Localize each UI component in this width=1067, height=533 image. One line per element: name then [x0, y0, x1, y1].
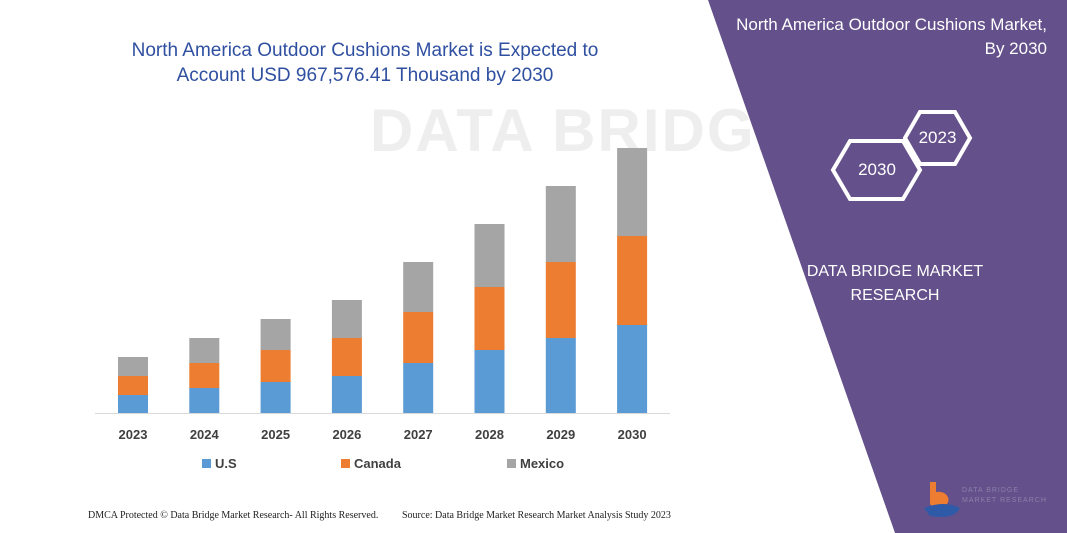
- legend-swatch: [507, 459, 516, 468]
- bar-canada-2026: [331, 338, 362, 376]
- bar-us-2026: [331, 376, 362, 413]
- footer-source: Source: Data Bridge Market Research Mark…: [402, 510, 671, 521]
- bar-canada-2029: [545, 262, 576, 338]
- brand-name: DATA BRIDGE MARKET RESEARCH: [806, 263, 984, 304]
- x-tick-label: 2029: [546, 427, 575, 442]
- footer-copyright: DMCA Protected © Data Bridge Market Rese…: [88, 510, 379, 521]
- bar-canada-2024: [189, 363, 220, 388]
- hex-label-2030: 2030: [858, 160, 896, 179]
- bar-us-2025: [260, 382, 291, 413]
- legend-label: U.S: [215, 456, 237, 471]
- logo-icon: [924, 482, 960, 517]
- bar-canada-2028: [474, 287, 505, 350]
- bar-us-2030: [617, 325, 648, 413]
- bar-mexico-2030: [617, 148, 648, 236]
- panel-title: North America Outdoor Cushions Market, B…: [736, 15, 1047, 58]
- bar-us-2023: [118, 395, 148, 413]
- bar-us-2024: [189, 388, 220, 413]
- legend-swatch: [341, 459, 350, 468]
- bar-canada-2027: [403, 312, 434, 363]
- hex-label-2023: 2023: [918, 128, 957, 147]
- chart: 2023 2024 2025 2026 2027 2028 2029 2030 U.S Canad…: [95, 148, 670, 471]
- x-tick-label: 2024: [190, 427, 220, 442]
- bar-canada-2030: [617, 236, 648, 325]
- x-tick-label: 2027: [404, 427, 433, 442]
- x-tick-label: 2026: [332, 427, 361, 442]
- bar-mexico-2025: [260, 319, 291, 350]
- chart-title: North America Outdoor Cushions Market is…: [131, 40, 599, 86]
- logo-text: DATA BRIDGE MARKET RESEARCH: [962, 487, 1047, 504]
- hex-front: [830, 139, 923, 201]
- bar-us-2028: [474, 350, 505, 413]
- bar-mexico-2023: [118, 357, 148, 376]
- legend-label: Mexico: [520, 456, 564, 471]
- bar-mexico-2024: [189, 338, 220, 363]
- bar-canada-2023: [118, 376, 148, 395]
- watermark: DATA BRIDGE: [370, 97, 798, 164]
- bar-us-2029: [545, 338, 576, 413]
- bar-mexico-2028: [474, 224, 505, 287]
- bar-us-2027: [403, 363, 434, 413]
- x-tick-label: 2023: [119, 427, 148, 442]
- bar-mexico-2026: [331, 300, 362, 338]
- bar-mexico-2027: [403, 262, 434, 312]
- x-tick-label: 2028: [475, 427, 504, 442]
- legend-label: Canada: [354, 456, 402, 471]
- bar-mexico-2029: [545, 186, 576, 262]
- legend-swatch: [202, 459, 211, 468]
- x-tick-label: 2030: [618, 427, 647, 442]
- x-tick-label: 2025: [261, 427, 290, 442]
- bar-canada-2025: [260, 350, 291, 382]
- hex-back: [902, 110, 973, 166]
